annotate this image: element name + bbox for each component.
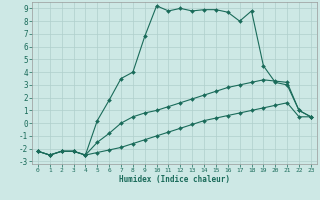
X-axis label: Humidex (Indice chaleur): Humidex (Indice chaleur) <box>119 175 230 184</box>
